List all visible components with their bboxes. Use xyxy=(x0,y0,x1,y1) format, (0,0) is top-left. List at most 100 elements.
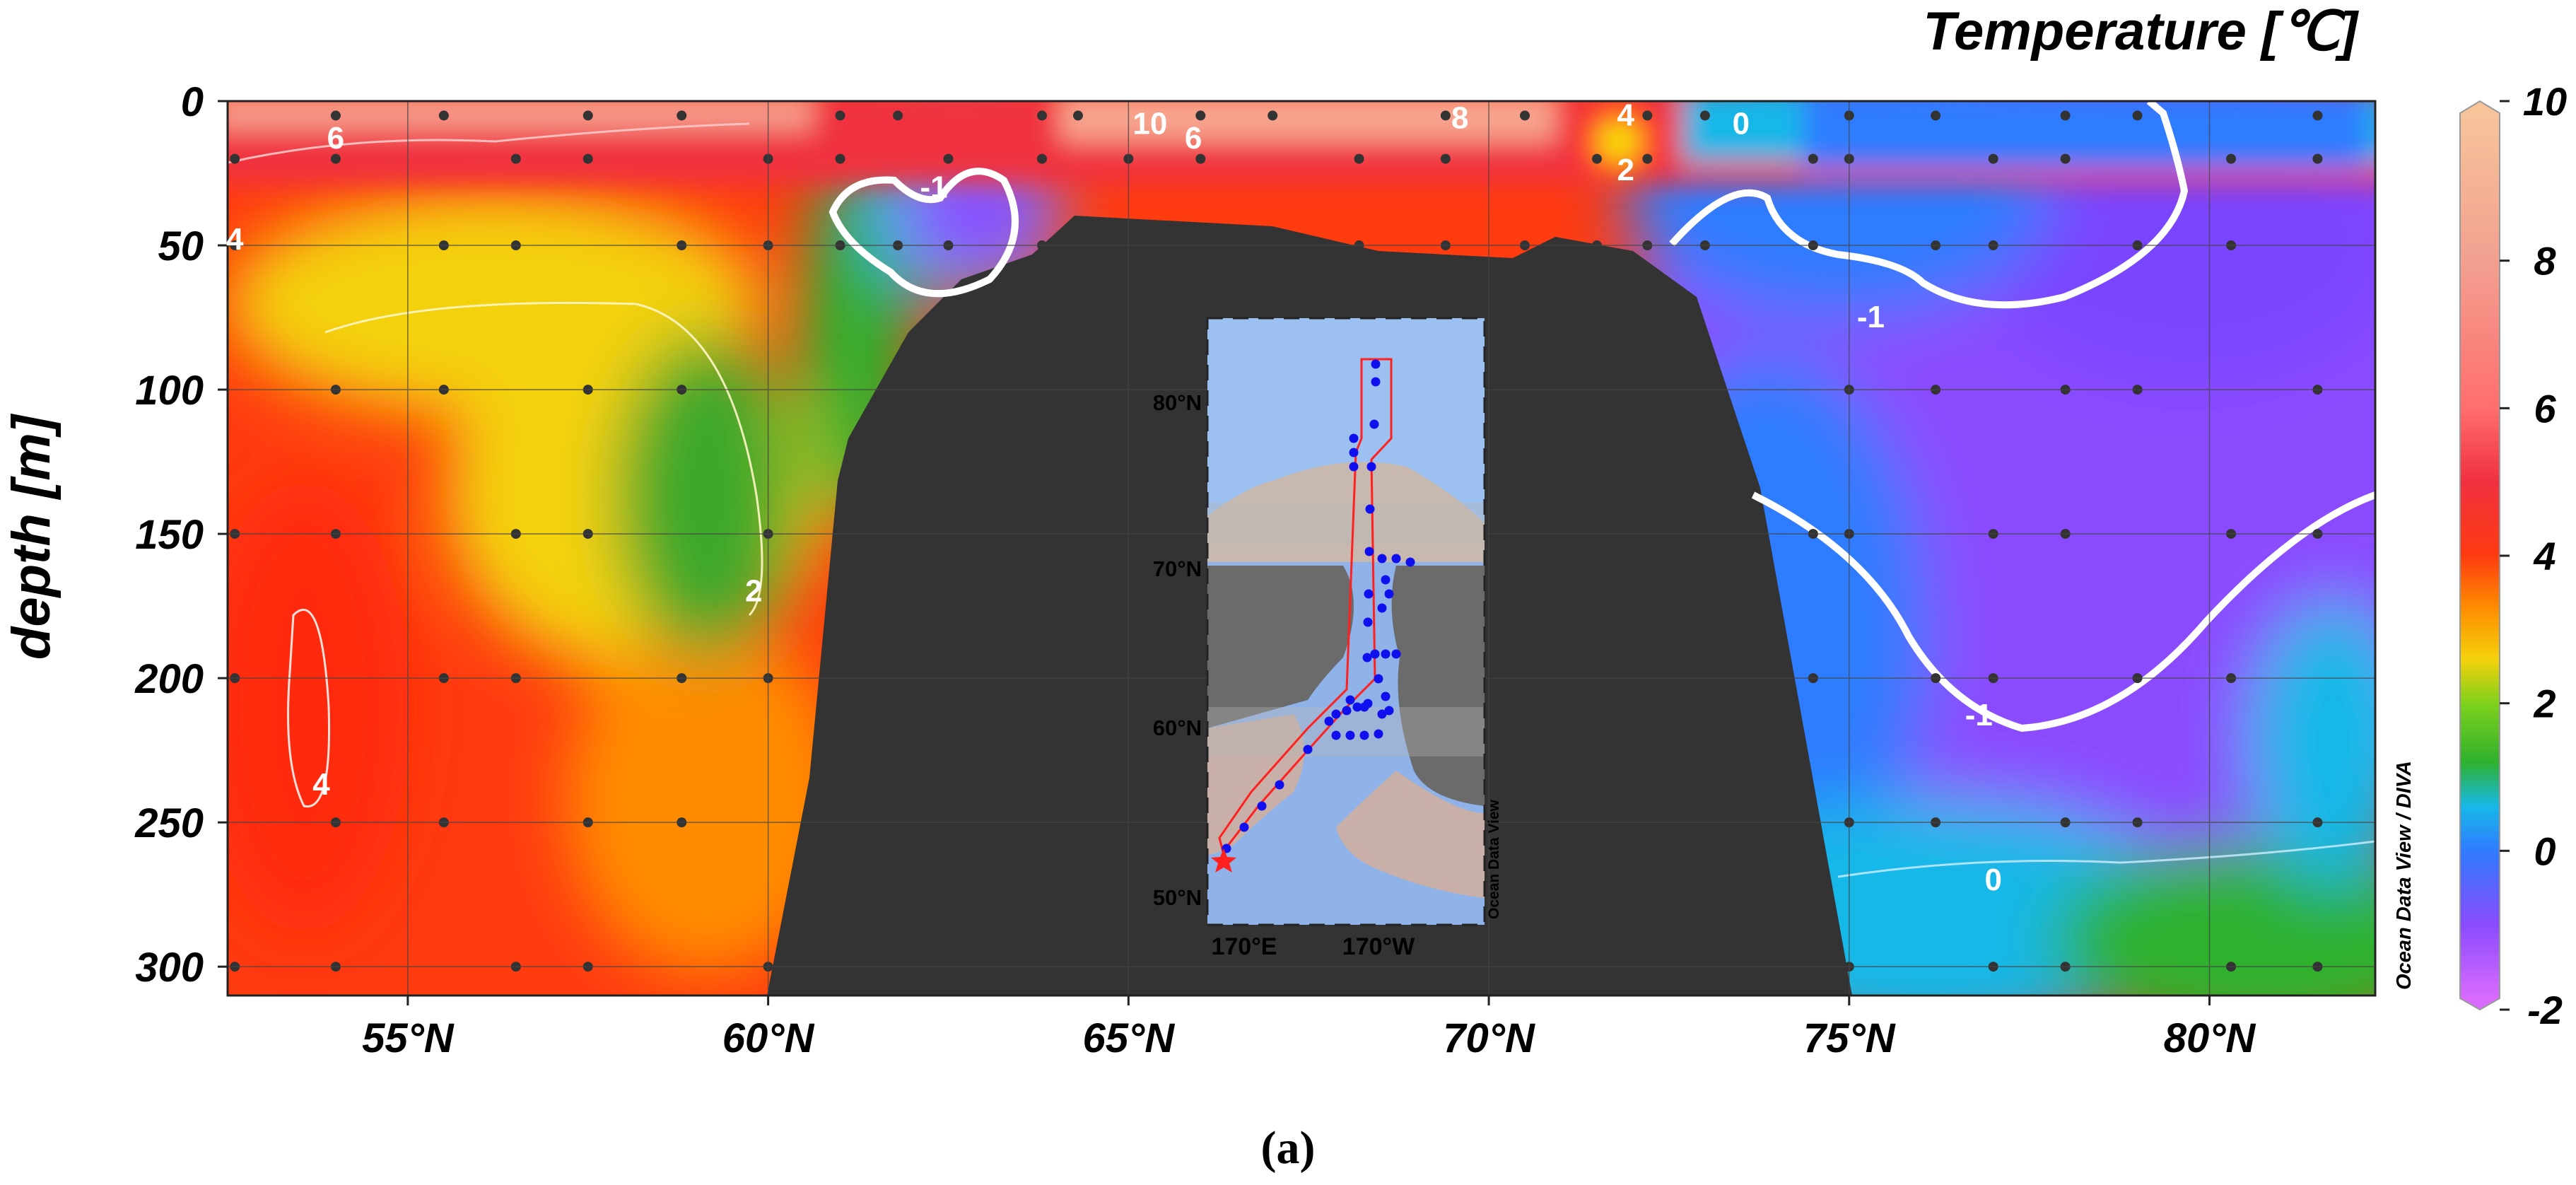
inset-station-dot xyxy=(1345,695,1355,705)
colorbar-tick-label: 10 xyxy=(2523,79,2567,124)
contour-label: 6 xyxy=(327,121,344,156)
inset-station-dot xyxy=(1342,706,1352,716)
contour-label: 4 xyxy=(312,767,330,802)
inset-land-alaska xyxy=(1391,566,1485,806)
inset-station-dot xyxy=(1366,462,1376,472)
station-dot xyxy=(677,110,687,121)
station-dot xyxy=(230,153,240,164)
inset-lon-label: 170°W xyxy=(1342,933,1415,960)
contour-label: 2 xyxy=(745,574,762,609)
inset-station-dot xyxy=(1359,730,1369,740)
y-tick-label: 200 xyxy=(134,656,204,702)
inset-station-dot xyxy=(1324,716,1334,726)
inset-station-dot xyxy=(1391,649,1401,659)
inset-station-dot xyxy=(1345,730,1355,740)
station-dot xyxy=(835,110,845,121)
station-dot xyxy=(330,110,341,121)
inset-station-dot xyxy=(1405,557,1415,567)
inset-land-chukotka xyxy=(1207,566,1354,728)
inset-lat-label: 80°N xyxy=(1153,390,1202,415)
station-dot xyxy=(1440,110,1451,121)
inset-longitude-ticks: 170°E 170°W xyxy=(1211,933,1415,960)
inset-station-dot xyxy=(1275,780,1284,790)
inset-odv-label: Ocean Data View xyxy=(1486,799,1502,919)
station-dot xyxy=(1036,153,1047,164)
colorbar-body xyxy=(2459,100,2500,1011)
colorbar-tick-label: -2 xyxy=(2527,988,2563,1032)
contour-label: 4 xyxy=(1617,98,1635,132)
y-tick-label: 250 xyxy=(134,800,204,846)
chart-title: Temperature [℃] xyxy=(1923,1,2359,62)
station-dot xyxy=(835,153,845,164)
inset-station-dot xyxy=(1374,674,1383,684)
inset-station-dot xyxy=(1365,504,1375,514)
inset-latitude-ticks: 80°N 70°N 60°N 50°N xyxy=(1153,390,1202,910)
station-dot xyxy=(1267,110,1278,121)
inset-station-dot xyxy=(1384,706,1394,716)
station-dot xyxy=(1072,110,1083,121)
station-dot xyxy=(2312,153,2323,164)
inset-station-dot xyxy=(1377,603,1387,613)
station-dot xyxy=(330,153,341,164)
colorbar-side-label: Ocean Data View / DIVA xyxy=(2393,761,2416,990)
contour-labels: 6 4 4 2 -1 10 6 8 4 2 0 -1 -1 0 xyxy=(226,98,2002,897)
inset-station-dot xyxy=(1381,649,1391,659)
inset-station-dot xyxy=(1303,745,1313,754)
inset-station-dot xyxy=(1381,575,1391,585)
inset-station-dot xyxy=(1257,801,1267,811)
contour-label: -1 xyxy=(920,170,948,204)
y-tick-label: 0 xyxy=(181,79,204,125)
inset-station-dot xyxy=(1377,554,1387,564)
station-dot xyxy=(582,110,593,121)
inset-station-dot xyxy=(1371,359,1381,369)
colorbar-tick-label: 6 xyxy=(2534,386,2556,431)
x-tick-label: 70°N xyxy=(1443,1015,1535,1061)
contour-minus1-right-lower xyxy=(1751,491,2375,732)
x-tick-label: 80°N xyxy=(2164,1015,2256,1061)
station-dot xyxy=(438,110,449,121)
station-dot xyxy=(1520,110,1530,121)
inset-land-alaska-shelf xyxy=(1336,771,1485,898)
colorbar-tick-label: 0 xyxy=(2534,829,2555,873)
inset-station-dot xyxy=(1391,554,1401,564)
inset-station-dots xyxy=(1222,359,1415,853)
contour-label: -1 xyxy=(1857,300,1885,334)
inset-station-dot xyxy=(1349,448,1359,457)
inset-station-dot xyxy=(1239,822,1249,832)
contour-2 xyxy=(324,301,763,617)
y-tick-label: 100 xyxy=(135,368,204,414)
inset-station-dot xyxy=(1331,709,1341,719)
inset-lat-label: 50°N xyxy=(1153,885,1202,910)
contour-minus1-right-upper xyxy=(1669,101,2189,309)
colorbar-tick-label: 8 xyxy=(2534,239,2556,284)
station-dot xyxy=(1931,110,1941,121)
station-dot xyxy=(1699,110,1710,121)
station-dot xyxy=(943,153,954,164)
station-dot xyxy=(893,110,903,121)
station-dot xyxy=(1036,110,1047,121)
colorbar-tick-label: 4 xyxy=(2533,534,2555,578)
inset-station-dot xyxy=(1349,462,1359,472)
y-tick-label: 150 xyxy=(135,512,204,558)
station-dot xyxy=(1642,153,1653,164)
contour-label: 2 xyxy=(1617,153,1634,187)
figure-caption: (a) xyxy=(1261,1122,1316,1174)
contour-label: 4 xyxy=(226,222,244,257)
colorbar-tick-label: 2 xyxy=(2533,682,2555,726)
inset-start-star xyxy=(1211,848,1236,872)
contour-label: 6 xyxy=(1185,121,1202,156)
station-dot xyxy=(1195,110,1206,121)
inset-station-dot xyxy=(1377,709,1387,719)
inset-station-dot xyxy=(1364,547,1374,556)
contour-label: 0 xyxy=(1984,863,2001,897)
y-axis-ticks: 0 50 100 150 200 250 300 xyxy=(134,79,228,991)
contour-label: 10 xyxy=(1132,107,1167,141)
contour-4-lens xyxy=(287,608,331,808)
inset-lon-label: 170°E xyxy=(1211,933,1277,960)
inset-lat-label: 60°N xyxy=(1153,716,1202,740)
contour-label: 0 xyxy=(1733,107,1750,141)
contour-label: 8 xyxy=(1451,100,1468,135)
station-dot xyxy=(1591,153,1602,164)
station-dot xyxy=(2060,110,2071,121)
station-dot xyxy=(2060,153,2071,164)
